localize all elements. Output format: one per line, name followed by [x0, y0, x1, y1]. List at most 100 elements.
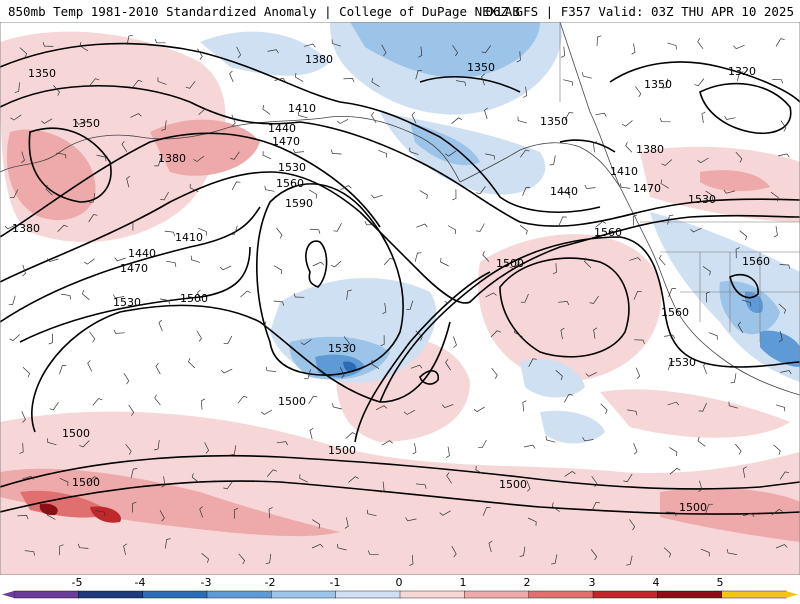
wind-barb: [381, 440, 393, 446]
wind-barb: [157, 77, 167, 85]
wind-barb: [57, 224, 68, 232]
wind-barb: [629, 257, 641, 261]
colorbar-tick: 2: [524, 576, 531, 589]
wind-barb: [669, 447, 678, 457]
wind-barb: [633, 443, 638, 455]
wind-barb: [161, 476, 166, 488]
wind-barb: [273, 265, 283, 275]
wind-barb: [262, 105, 271, 115]
wind-barb: [112, 294, 125, 299]
wind-barb: [126, 176, 131, 188]
wind-barb: [444, 297, 456, 304]
contour-label: 1560: [742, 255, 770, 268]
wind-barb: [524, 444, 536, 449]
wind-barb: [451, 545, 457, 558]
colorbar-swatch: [13, 590, 80, 599]
wind-barb: [59, 365, 67, 375]
wind-barb: [159, 510, 165, 522]
colorbar-tick: -1: [330, 576, 341, 589]
wind-barb: [220, 368, 233, 374]
colorbar-tick: -2: [265, 576, 276, 589]
map-title: 850mb Temp 1981-2010 Standardized Anomal…: [8, 4, 520, 19]
wind-barb: [188, 358, 196, 369]
wind-barb: [619, 183, 631, 189]
wind-barb: [635, 86, 642, 98]
wind-barb: [523, 86, 528, 98]
wind-barb: [367, 550, 379, 555]
wind-barb: [519, 225, 528, 235]
wind-barb: [378, 149, 388, 158]
wind-barb: [343, 78, 355, 83]
wind-barb: [159, 298, 170, 305]
contour-label: 1500: [278, 395, 306, 408]
wind-barb: [775, 38, 785, 47]
wind-barb: [520, 293, 529, 303]
wind-barb: [737, 321, 744, 333]
contour-label: 1530: [328, 342, 356, 355]
wind-barb: [274, 77, 286, 82]
wind-barb: [161, 120, 167, 131]
wind-barb: [121, 140, 128, 152]
wind-barb: [701, 111, 706, 123]
wind-barb: [703, 362, 707, 375]
wind-barb: [779, 264, 791, 269]
wind-barb: [265, 553, 272, 565]
model-run-info: 06Z GFS | F357 Valid: 03Z THU APR 10 202…: [485, 4, 794, 19]
wind-barb: [770, 191, 779, 202]
wind-barb: [667, 214, 674, 225]
wind-barb: [240, 290, 251, 298]
wind-barb: [193, 155, 205, 162]
wind-barb: [733, 44, 745, 50]
wind-barb: [154, 394, 161, 406]
wind-barb: [697, 157, 709, 164]
contour-label: 1350: [72, 117, 100, 130]
wind-barb: [47, 438, 57, 446]
wind-barb: [778, 330, 783, 343]
contour-label: 1440: [128, 247, 156, 260]
wind-barb: [485, 292, 497, 298]
wind-barb: [590, 549, 598, 561]
wind-barb: [552, 263, 557, 275]
wind-barb: [9, 189, 19, 198]
wind-barb: [526, 480, 531, 492]
wind-barb: [668, 288, 676, 298]
wind-barb: [551, 502, 560, 512]
wind-barb: [591, 502, 600, 511]
wind-barb: [126, 34, 133, 45]
wind-barb: [87, 476, 99, 484]
colorbar-swatch: [399, 590, 466, 599]
wind-barb: [441, 404, 454, 409]
wind-barb: [418, 46, 423, 58]
wind-barb: [59, 477, 69, 487]
wind-barb: [223, 335, 233, 345]
contour-label: 1590: [285, 197, 313, 210]
wind-barb: [452, 45, 459, 57]
wind-barb: [726, 549, 737, 555]
wind-barb: [584, 257, 592, 269]
wind-barb: [21, 151, 25, 164]
svg-text:1500: 1500: [499, 478, 527, 491]
wind-barb: [266, 469, 278, 477]
wind-barb: [415, 69, 423, 80]
wind-barb: [473, 406, 485, 413]
wind-barb: [698, 480, 703, 492]
wind-barb: [697, 437, 706, 447]
wind-barb: [563, 394, 573, 403]
colorbar-swatch: [592, 590, 659, 599]
wind-barb: [89, 78, 100, 86]
wind-barb: [410, 364, 423, 369]
wind-barb: [45, 185, 53, 196]
wind-barb: [416, 483, 427, 489]
wind-barb: [564, 112, 574, 121]
contour-label: 1410: [288, 102, 316, 115]
wind-barb: [348, 476, 359, 483]
wind-barb: [728, 401, 738, 409]
wind-barb: [197, 48, 203, 60]
wind-barb: [662, 78, 669, 89]
wind-barb: [772, 79, 784, 84]
wind-barb: [520, 149, 530, 158]
wind-barb: [623, 473, 633, 483]
wind-barb: [491, 367, 498, 379]
wind-barb: [735, 151, 743, 163]
wind-barb: [481, 73, 485, 86]
